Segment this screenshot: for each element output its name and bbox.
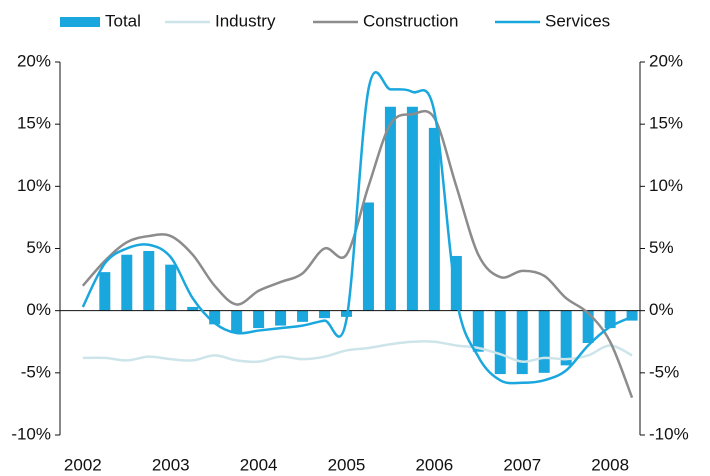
bar	[297, 310, 309, 322]
y-tick-label: -10%	[11, 424, 51, 443]
bar	[472, 310, 484, 352]
bar	[604, 310, 616, 329]
y2-tick-label: 0%	[649, 300, 674, 319]
x-tick-label: 2002	[64, 455, 102, 474]
line	[82, 340, 633, 364]
y2-tick-label: -10%	[649, 424, 689, 443]
bar	[384, 106, 396, 311]
bar	[209, 310, 221, 325]
y-tick-label: 20%	[17, 51, 51, 70]
bar	[538, 310, 550, 373]
y2-tick-label: 20%	[649, 51, 683, 70]
y2-tick-label: 10%	[649, 176, 683, 195]
bar	[626, 310, 638, 321]
x-tick-label: 2003	[152, 455, 190, 474]
bar	[494, 310, 506, 375]
y-tick-label: 0%	[26, 300, 51, 319]
bar	[560, 310, 572, 366]
y-tick-label: 10%	[17, 176, 51, 195]
bar	[187, 306, 199, 311]
legend-label: Industry	[215, 11, 276, 30]
y-tick-label: -5%	[21, 362, 51, 381]
x-tick-label: 2006	[415, 455, 453, 474]
x-tick-label: 2004	[240, 455, 278, 474]
line	[81, 71, 633, 385]
bar	[319, 310, 331, 319]
x-tick-label: 2005	[328, 455, 366, 474]
bar	[165, 264, 177, 311]
bar	[121, 254, 133, 311]
bar	[231, 310, 243, 334]
bar	[582, 310, 594, 343]
bar	[143, 250, 155, 311]
bar	[428, 127, 440, 311]
legend-label: Total	[105, 11, 141, 30]
bar	[516, 310, 528, 375]
bar	[275, 310, 287, 326]
legend-swatch	[60, 17, 100, 27]
y2-tick-label: -5%	[649, 362, 679, 381]
y-tick-label: 5%	[26, 238, 51, 257]
legend-label: Construction	[363, 11, 458, 30]
bar	[362, 202, 374, 311]
x-tick-label: 2007	[503, 455, 541, 474]
y2-tick-label: 15%	[649, 114, 683, 133]
y2-tick-label: 5%	[649, 238, 674, 257]
bar	[406, 106, 418, 311]
bar	[253, 310, 265, 329]
legend-label: Services	[545, 11, 610, 30]
x-tick-label: 2008	[591, 455, 629, 474]
y-tick-label: 15%	[17, 114, 51, 133]
line	[81, 109, 634, 399]
bar	[450, 255, 462, 311]
bar	[99, 272, 111, 311]
